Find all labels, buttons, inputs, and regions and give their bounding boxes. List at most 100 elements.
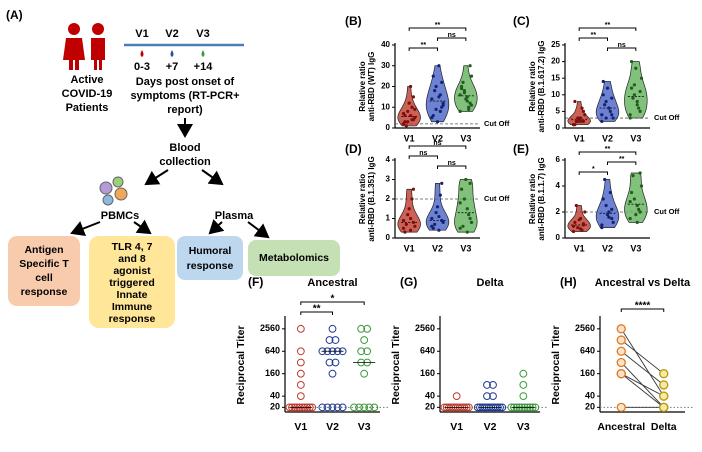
significance-bracket [300, 301, 365, 305]
panel-label: (B) [345, 14, 362, 28]
pbmcs-label: PBMCs [101, 210, 140, 222]
x-tick-label: V3 [460, 243, 471, 253]
data-point [659, 369, 669, 379]
y-tick-label: 4 [556, 181, 561, 190]
data-point [363, 324, 372, 333]
blood-drop [201, 50, 205, 57]
significance-label: ** [435, 22, 441, 29]
significance-bracket [578, 151, 637, 155]
data-point [296, 358, 305, 367]
data-point [461, 80, 465, 84]
y-tick-label: 40 [381, 40, 390, 49]
data-point [434, 84, 438, 89]
data-point [600, 119, 604, 123]
y-tick-label: 0 [386, 123, 391, 132]
panel-label: (H) [560, 275, 577, 289]
data-point [659, 391, 669, 401]
data-point [408, 113, 413, 118]
data-point [603, 177, 607, 182]
data-point [467, 107, 471, 111]
y-axis-label: Relative ratio [528, 61, 537, 111]
caption: Days post onset of [136, 76, 235, 88]
data-point [318, 403, 327, 412]
data-point [430, 97, 434, 101]
data-point [325, 336, 334, 344]
data-point [430, 216, 434, 221]
significance-label: ns [433, 140, 441, 147]
box-text: Humoral [189, 245, 232, 257]
box-text: Specific T [19, 258, 69, 270]
y-axis-label: Reciprocal Titer [390, 325, 402, 404]
data-point [483, 392, 491, 401]
y-tick-label: 2 [556, 207, 561, 216]
data-point [571, 123, 576, 127]
data-point [331, 336, 340, 344]
arrow [133, 219, 152, 235]
data-point [441, 220, 445, 224]
data-point [576, 226, 580, 230]
data-point [431, 226, 435, 230]
data-point [610, 96, 614, 100]
data-point [519, 392, 528, 401]
data-point [610, 113, 614, 117]
data-point [600, 226, 604, 230]
significance-label: ** [591, 32, 597, 39]
y-tick-label: 640 [420, 346, 435, 356]
data-point [583, 210, 587, 214]
data-point [638, 210, 642, 214]
y-tick-label: 10 [381, 102, 390, 111]
x-tick-label: V2 [326, 421, 339, 433]
y-tick-label: 30 [381, 61, 390, 70]
data-point [296, 381, 305, 389]
data-point [357, 324, 366, 333]
y-tick-label: 3 [386, 175, 391, 184]
data-point [363, 347, 372, 356]
data-point [403, 113, 407, 118]
panel-label: (C) [513, 14, 530, 28]
t-cell-box [8, 236, 80, 306]
panel-label: (G) [400, 275, 417, 289]
data-point [631, 96, 635, 100]
data-point [338, 403, 347, 412]
data-point [632, 197, 637, 201]
data-point [468, 64, 472, 68]
cutoff-label: Cut Off [484, 119, 510, 128]
significance-bracket [408, 145, 467, 149]
significance-bracket [607, 47, 637, 51]
data-point [489, 392, 497, 401]
data-point [468, 216, 472, 221]
panel-a: (A) Active COVID-19 Patients V1 V2 V3 0-… [6, 8, 340, 328]
significance-label: ** [605, 146, 611, 153]
day-label: +14 [194, 61, 214, 73]
humoral-box [177, 236, 243, 280]
panel-label: (F) [248, 275, 263, 289]
data-point [408, 228, 413, 232]
x-tick-label: V1 [574, 243, 585, 253]
box-text: TLR 4, 7 [112, 241, 153, 253]
patients-icon [63, 23, 105, 70]
chart-title: Ancestral vs Delta [595, 277, 691, 289]
data-point [628, 216, 632, 221]
significance-label: * [592, 166, 595, 173]
data-point [296, 324, 305, 333]
data-point [601, 79, 605, 84]
significance-label: **** [635, 301, 651, 312]
blood-label: collection [159, 156, 211, 168]
y-tick-label: 4 [386, 155, 391, 164]
data-point [603, 103, 607, 107]
data-point [403, 230, 407, 234]
x-tick-label: V2 [432, 133, 443, 143]
data-point [458, 201, 462, 205]
significance-bracket [300, 311, 333, 315]
data-point [437, 214, 441, 219]
data-point [458, 226, 462, 230]
arrow [144, 169, 169, 186]
data-point [483, 381, 491, 389]
pair-line [620, 328, 665, 397]
patients-label: Patients [66, 102, 109, 114]
violin [397, 86, 421, 127]
data-point [632, 83, 637, 87]
data-point [462, 197, 467, 201]
data-point [600, 113, 604, 117]
data-point [464, 177, 468, 182]
